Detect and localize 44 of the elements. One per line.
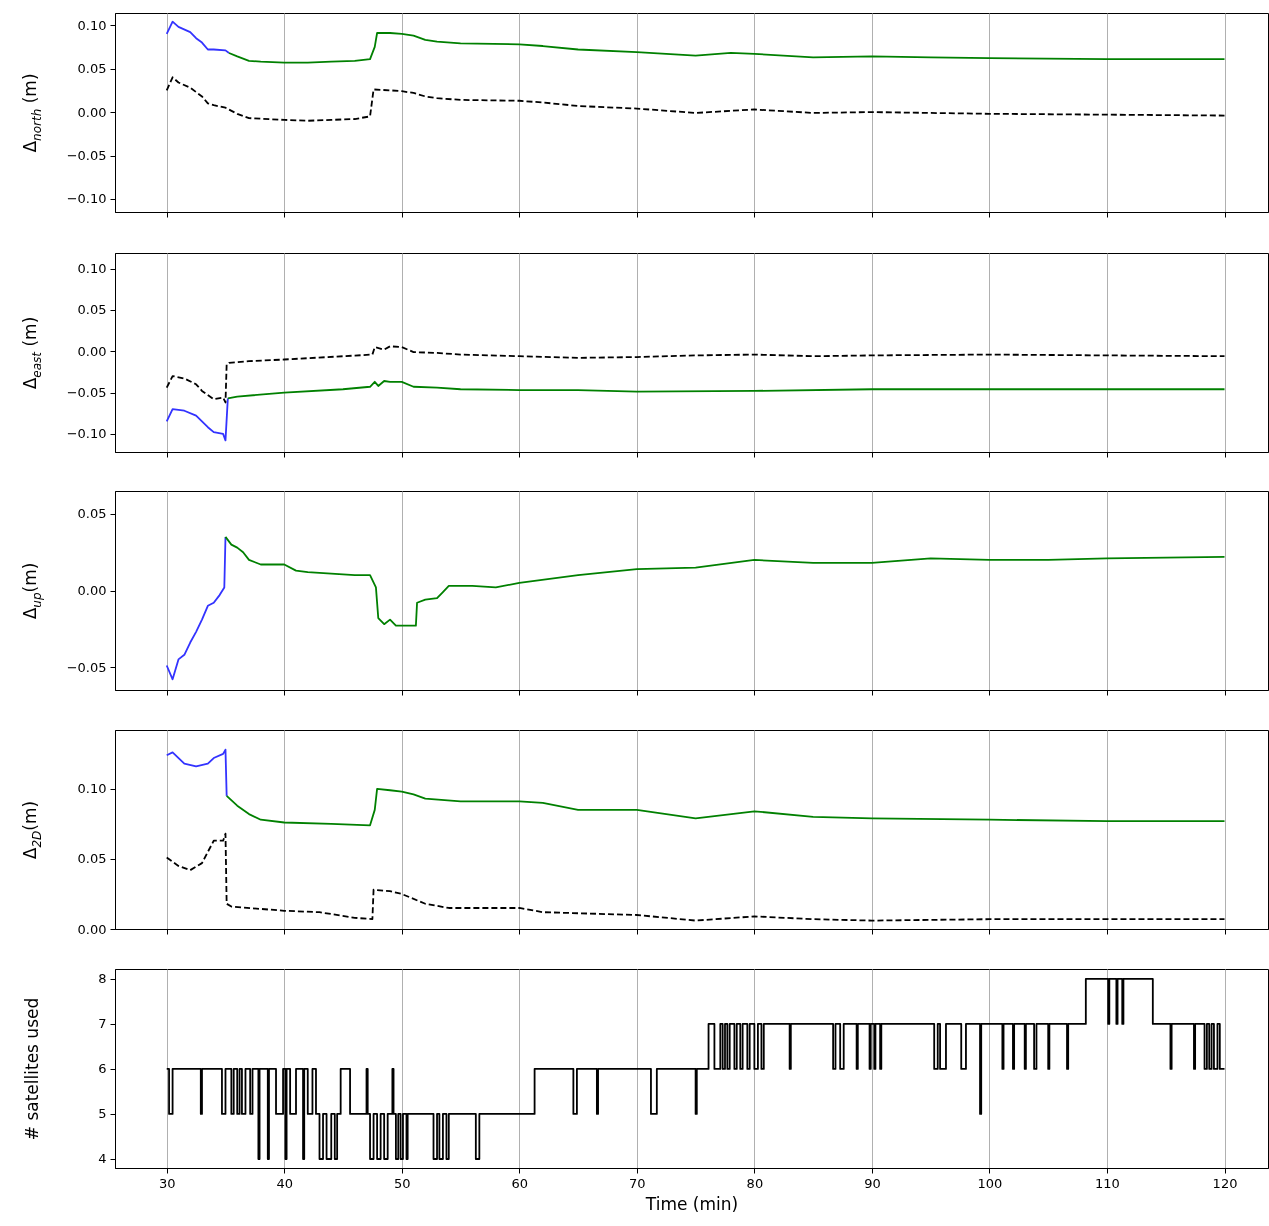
y-tick-label: −0.05 (66, 659, 107, 675)
y-tick-label: 8 (98, 971, 107, 987)
y-tick-label: 0.00 (77, 921, 107, 937)
x-tick-label: 90 (864, 1175, 881, 1191)
line-series (225, 787, 1226, 827)
line-series (165, 748, 228, 797)
x-tick-label: 60 (511, 1175, 529, 1191)
line-series (228, 32, 1226, 64)
x-axis-title: Time (min) (644, 1193, 739, 1214)
line-series (165, 832, 1226, 922)
y-tick-label: 0.05 (77, 851, 107, 867)
x-tick-label: 110 (1095, 1175, 1120, 1191)
x-tick-label: 50 (394, 1175, 411, 1191)
line-series (165, 345, 1226, 404)
y-tick-label: 0.05 (77, 61, 107, 77)
y-tick-label: −0.10 (66, 191, 107, 207)
y-tick-label: 0.05 (77, 506, 107, 522)
x-tick-label: 40 (276, 1175, 294, 1191)
y-tick-label: 0.10 (77, 261, 107, 277)
y-tick-label: 5 (98, 1106, 107, 1122)
y-tick-label: 0.05 (77, 302, 107, 318)
line-series (165, 536, 227, 681)
y-tick-label: 0.10 (77, 17, 107, 33)
y-tick-label: 0.10 (77, 781, 107, 797)
line-series (165, 20, 230, 54)
x-tick-label: 30 (158, 1175, 176, 1191)
y-tick-label: 6 (98, 1061, 107, 1077)
y-tick-label: 0.00 (77, 583, 107, 598)
x-tick-label: 120 (1212, 1175, 1238, 1191)
y-tick-label: 4 (98, 1151, 107, 1167)
x-tick-label: 100 (977, 1175, 1003, 1191)
line-series (165, 76, 1226, 122)
y-tick-label: 7 (98, 1016, 107, 1032)
y-tick-label: 0.00 (77, 104, 107, 120)
line-series (226, 380, 1226, 400)
x-tick-label: 70 (629, 1175, 646, 1191)
x-tick-label: 80 (746, 1175, 764, 1191)
y-axis-title: # satellites used (22, 997, 42, 1140)
y-tick-label: −0.05 (66, 385, 107, 401)
y-tick-label: −0.05 (66, 148, 107, 164)
line-series (224, 536, 1226, 627)
y-tick-label: −0.10 (66, 426, 107, 442)
y-tick-label: 0.00 (77, 343, 107, 359)
line-series (165, 397, 229, 442)
